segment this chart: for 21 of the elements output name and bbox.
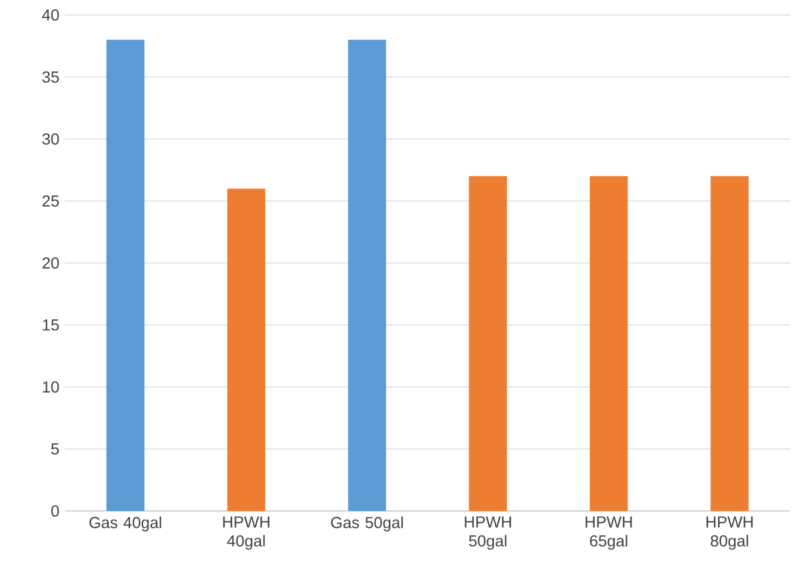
- y-tick-label: 40: [42, 9, 59, 21]
- bar: [710, 176, 749, 511]
- y-tick-label: 15: [42, 319, 59, 331]
- y-tick-label: 0: [51, 505, 59, 517]
- bar: [106, 40, 144, 511]
- y-tick-label: 35: [42, 71, 59, 83]
- bar: [468, 176, 507, 511]
- x-tick-label: Gas 40gal: [89, 516, 162, 532]
- bar: [348, 40, 386, 511]
- bar: [590, 176, 628, 511]
- bar: [227, 188, 266, 511]
- y-tick-label: 25: [42, 195, 59, 207]
- y-tick-label: 20: [42, 257, 59, 269]
- x-tick-label: HPWH 65gal: [586, 516, 632, 550]
- x-tick-label: HPWH 40gal: [223, 516, 270, 550]
- y-tick-label: 30: [42, 133, 59, 145]
- x-tick-label: Gas 50gal: [331, 516, 403, 532]
- x-tick-label: HPWH 80gal: [706, 516, 753, 550]
- y-tick-label: 5: [51, 443, 59, 455]
- x-tick-label: HPWH 50gal: [464, 516, 511, 550]
- y-tick-label: 10: [42, 381, 59, 393]
